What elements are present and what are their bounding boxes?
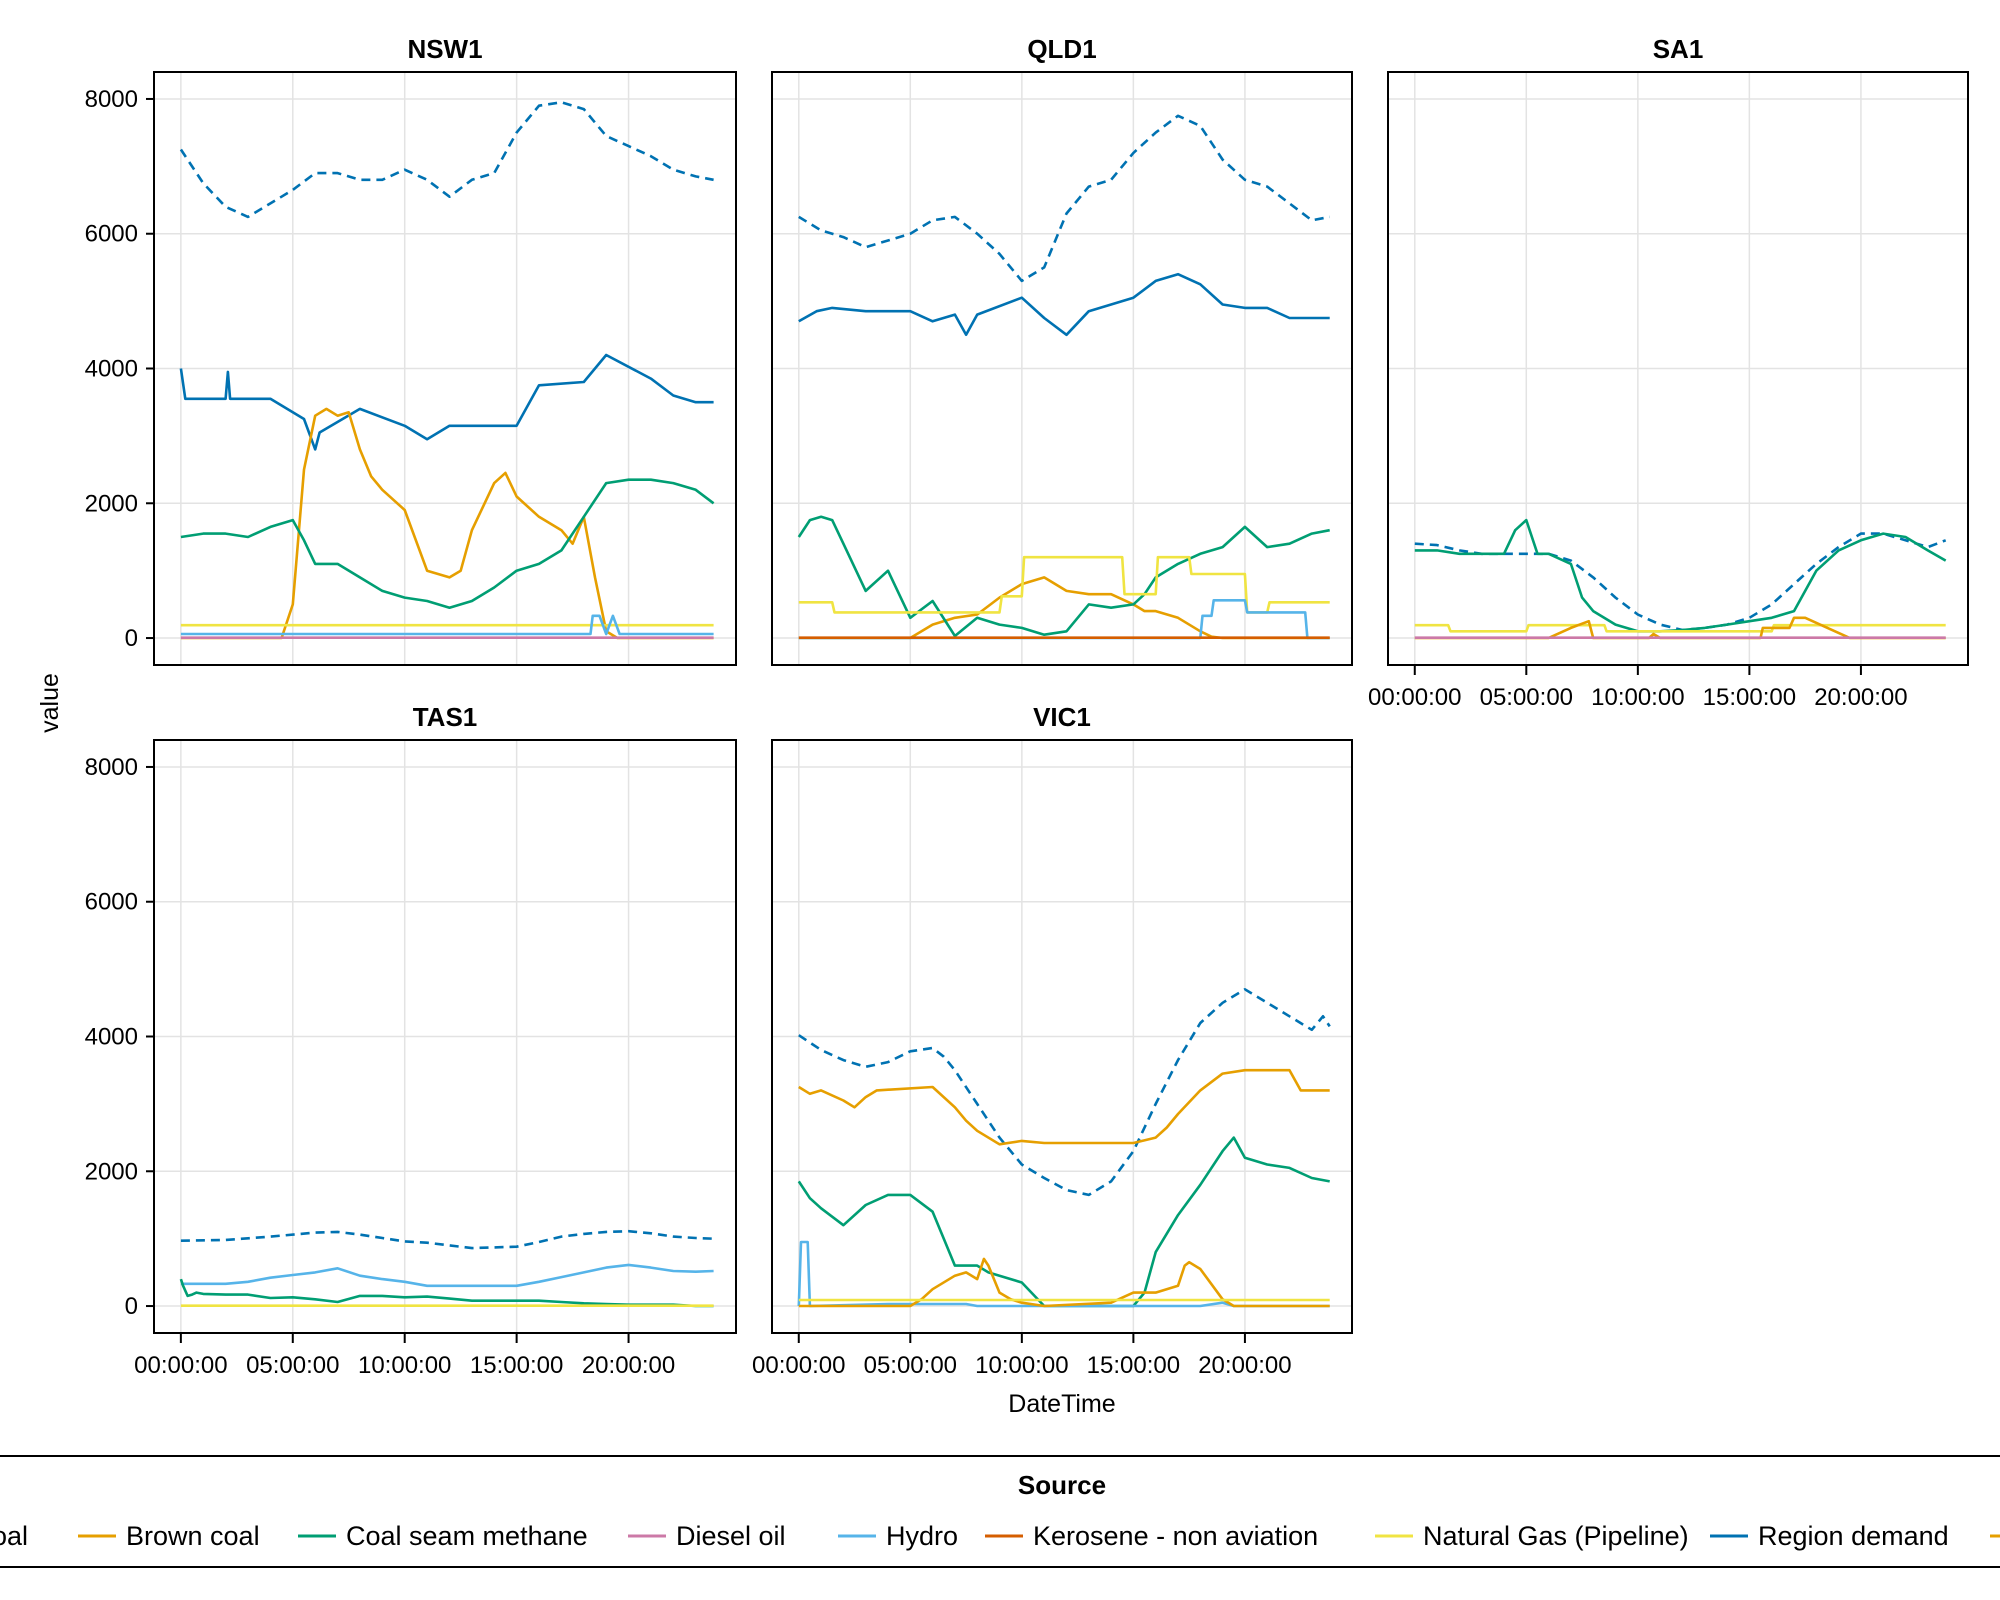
series-line-black-coal	[179, 101, 714, 219]
panels: NSW1 0 2000 4000 6000 8000 QLD1 SA1 00:00:00 05:0…	[85, 34, 1969, 1379]
panel-nsw1: NSW1 0 2000 4000 6000 8000	[85, 34, 737, 666]
series-line-coal-seam-methane	[797, 515, 1330, 638]
series-line-hydro	[798, 598, 1330, 640]
series-line-brown-coal	[180, 407, 714, 640]
series-line-black-coal	[180, 1229, 714, 1250]
legend-item: Natural Gas (Pipeline)	[1375, 1521, 1689, 1551]
legend-item: Kerosene - non aviation	[985, 1521, 1318, 1551]
series-line-hydro	[180, 1263, 714, 1288]
series-line-brown-coal	[798, 576, 1330, 640]
x-tick-label: 15:00:00	[1703, 684, 1796, 711]
panel-vic1: VIC1 00:00:00 05:00:00 10:00:00 15:00:00 20:0…	[752, 702, 1353, 1379]
legend-item: Brown coal	[78, 1521, 260, 1551]
legend-label: Kerosene - non aviation	[1033, 1521, 1318, 1551]
x-tick-label: 15:00:00	[470, 1352, 563, 1379]
series-line-natural-gas-pipeline	[798, 555, 1330, 614]
y-tick-label: 2000	[85, 1158, 138, 1185]
panel-tas1: TAS1 0 2000 4000 6000 8000 00:00:00 05:00:00 10:…	[85, 702, 737, 1379]
panel-title: VIC1	[1033, 702, 1091, 732]
x-tick-label: 05:00:00	[246, 1352, 339, 1379]
x-tick-label: 15:00:00	[1087, 1352, 1180, 1379]
y-tick-label: 2000	[85, 490, 138, 517]
series-group	[797, 987, 1331, 1308]
x-tick-label: 00:00:00	[134, 1352, 227, 1379]
x-tick-label: 20:00:00	[1198, 1352, 1291, 1379]
legend-item: Diesel oil	[628, 1521, 786, 1551]
x-tick-label: 10:00:00	[975, 1352, 1068, 1379]
legend-item: Black coal	[0, 1521, 28, 1551]
series-line-coal-seam-methane	[797, 1136, 1330, 1308]
x-tick-label: 05:00:00	[864, 1352, 957, 1379]
series-line-black-coal	[798, 987, 1331, 1197]
y-tick-label: 0	[125, 1293, 138, 1320]
series-line-hydro	[797, 1240, 1330, 1308]
x-tick-label: 20:00:00	[1814, 684, 1907, 711]
y-tick-label: 8000	[85, 86, 138, 113]
panel-frame	[771, 71, 1353, 666]
legend-item: Region demand	[1710, 1521, 1949, 1551]
x-tick-label: 00:00:00	[752, 1352, 845, 1379]
panel-title: NSW1	[407, 34, 482, 64]
x-tick-label: 10:00:00	[1591, 684, 1684, 711]
y-tick-label: 6000	[85, 889, 138, 916]
legend-label: Black coal	[0, 1521, 28, 1551]
panel-frame	[771, 739, 1353, 1334]
legend-label: Natural Gas (Pipeline)	[1423, 1521, 1689, 1551]
legend-title: Source	[1018, 1470, 1106, 1500]
legend-label: Hydro	[886, 1521, 958, 1551]
series-line-brown-coal-peak	[798, 1257, 1330, 1308]
y-tick-label: 4000	[85, 1024, 138, 1051]
series-line-coal-seam-methane	[1414, 518, 1947, 633]
series-group	[179, 101, 715, 640]
series-line-brown-coal	[798, 1068, 1330, 1146]
y-tick-label: 8000	[85, 754, 138, 781]
legend-label: Brown coal	[126, 1521, 260, 1551]
series-line-coal-seam-methane	[180, 478, 715, 610]
panel-title: TAS1	[413, 702, 478, 732]
y-axis-label: value	[36, 673, 64, 733]
y-tick-label: 6000	[85, 221, 138, 248]
series-line-black-coal	[798, 114, 1330, 283]
x-axis-label: DateTime	[1008, 1390, 1115, 1418]
legend-label: Coal seam methane	[346, 1521, 588, 1551]
x-tick-label: 20:00:00	[582, 1352, 675, 1379]
legend-label: Diesel oil	[676, 1521, 786, 1551]
panel-title: QLD1	[1027, 34, 1096, 64]
legend-label: Region demand	[1758, 1521, 1949, 1551]
series-line-region-demand	[179, 353, 714, 451]
series-group	[797, 114, 1330, 640]
series-group	[1414, 518, 1947, 640]
legend: Source Black coal Brown coal Coal seam met…	[0, 1455, 2000, 1568]
panel-title: SA1	[1653, 34, 1704, 64]
legend-item: Hydro	[838, 1521, 958, 1551]
series-line-black-coal	[1414, 532, 1947, 632]
x-tick-label: 00:00:00	[1368, 684, 1461, 711]
legend-item: Coal seam methane	[298, 1521, 588, 1551]
x-tick-label: 10:00:00	[358, 1352, 451, 1379]
series-line-hydro	[180, 614, 714, 636]
y-tick-label: 4000	[85, 356, 138, 383]
series-line-region-demand	[798, 272, 1330, 337]
x-tick-label: 05:00:00	[1480, 684, 1573, 711]
y-tick-label: 0	[125, 625, 138, 652]
series-group	[179, 1229, 714, 1308]
series-line-coal-seam-methane	[179, 1278, 714, 1308]
panel-frame	[1387, 71, 1969, 666]
panel-qld1: QLD1	[771, 34, 1353, 666]
series-line-brown-coal	[1414, 616, 1946, 640]
panel-sa1: SA1 00:00:00 05:00:00 10:00:00 15:00:00 20:00…	[1368, 34, 1969, 711]
